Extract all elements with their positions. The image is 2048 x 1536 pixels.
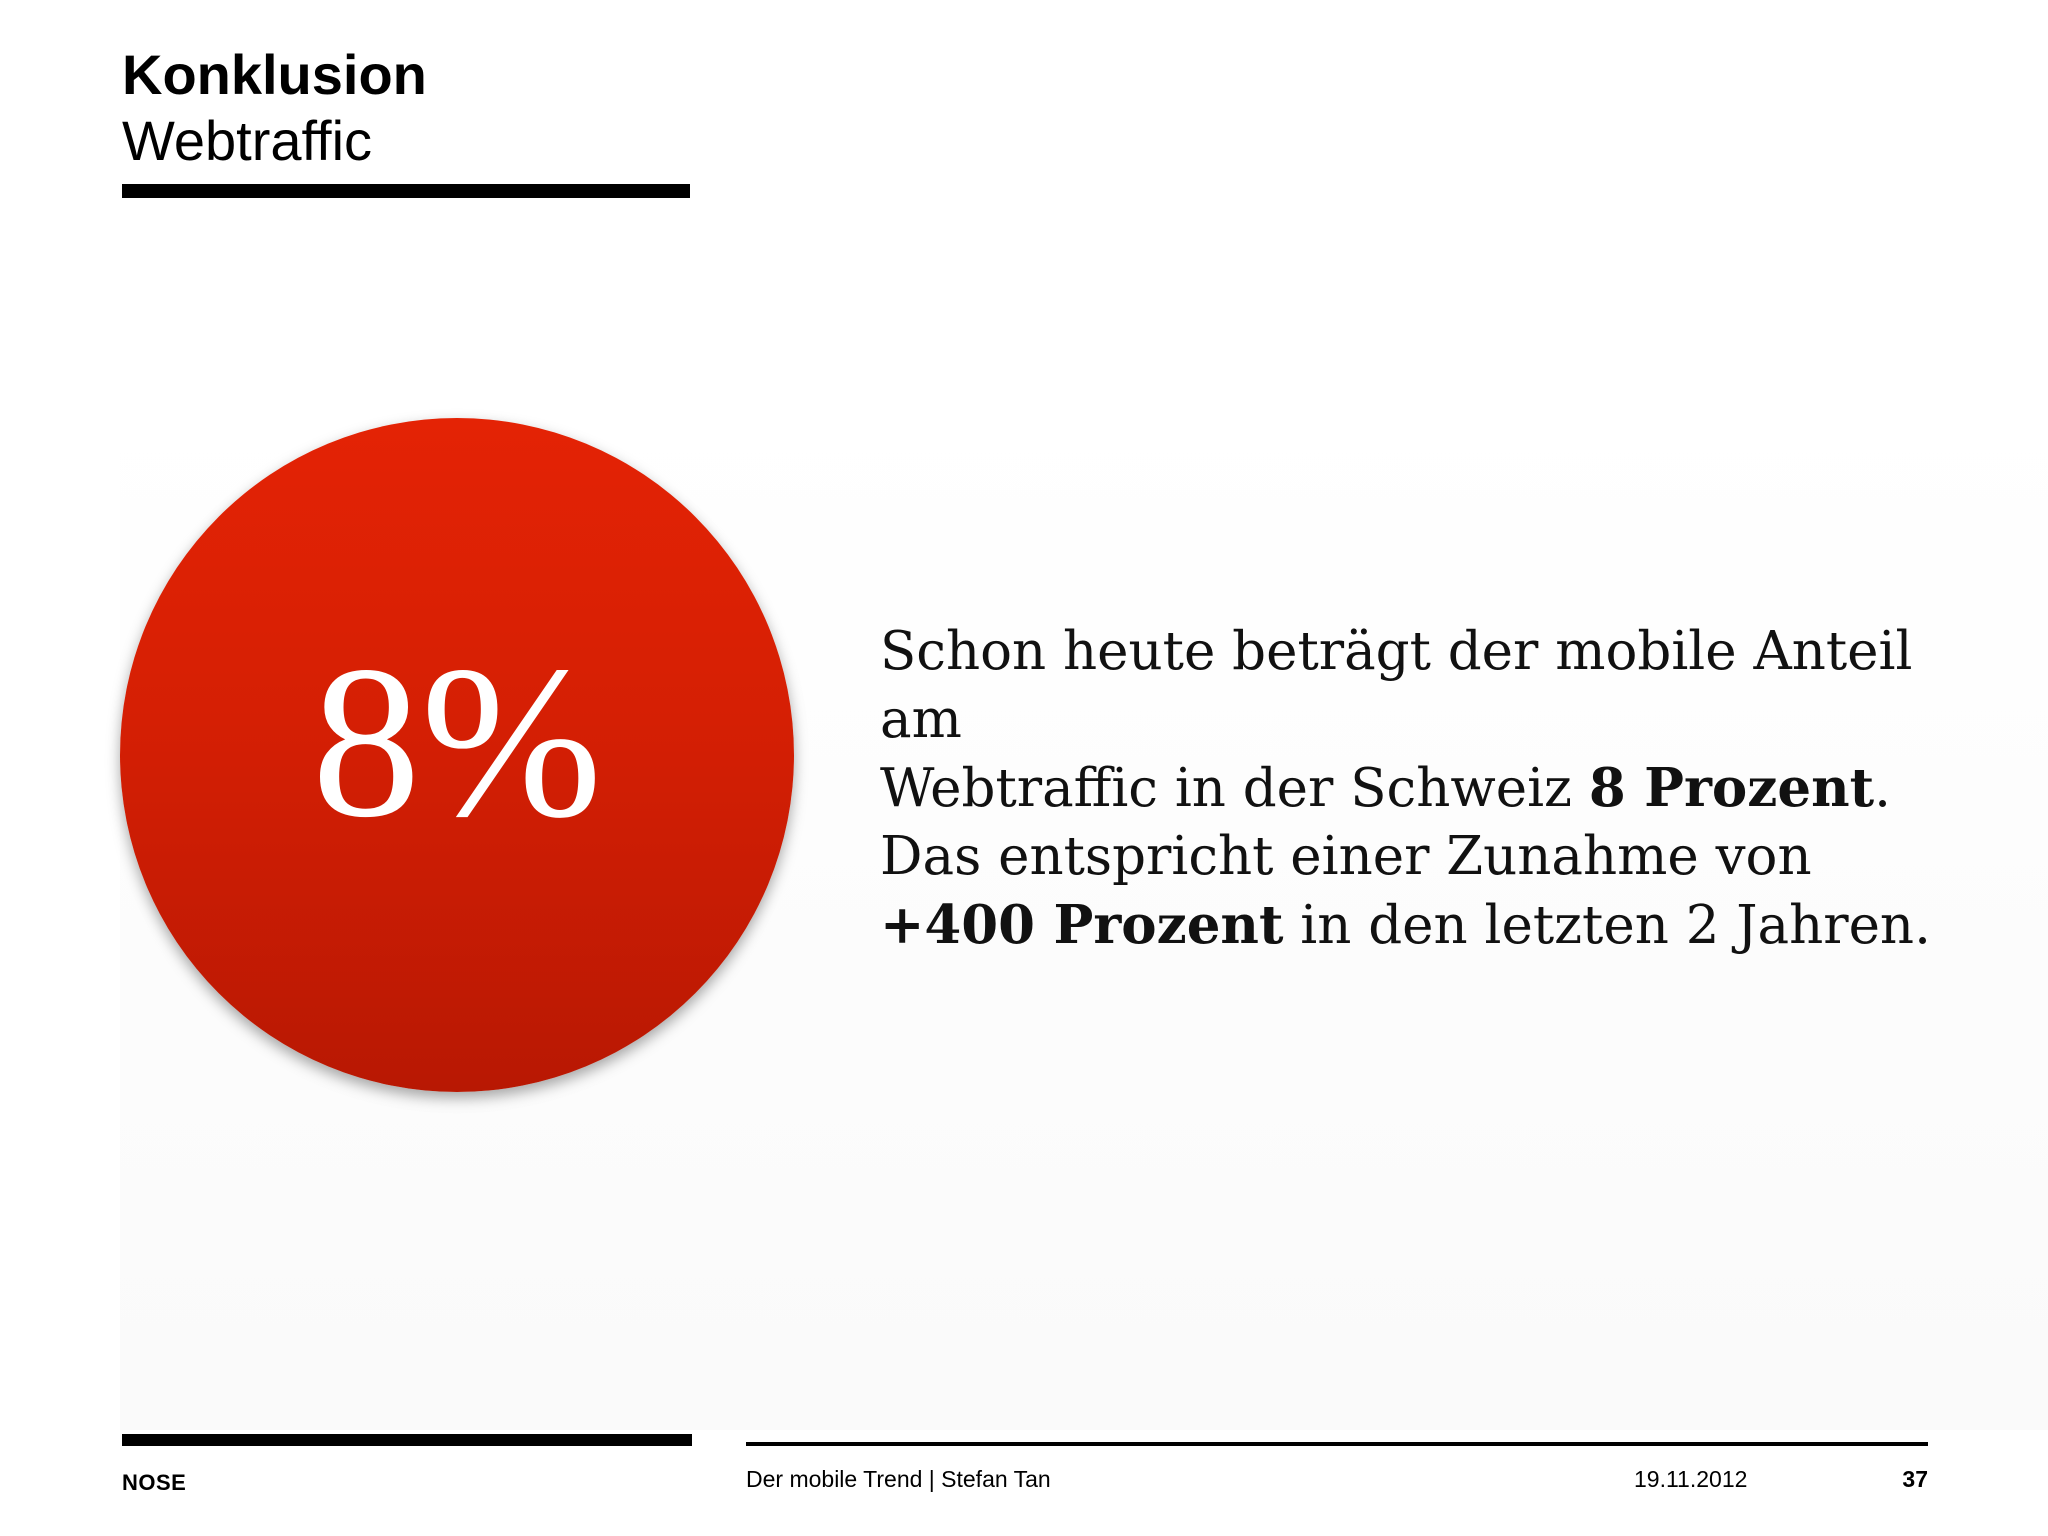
- statement-line-4: +400 Prozent in den letzten 2 Jahren.: [880, 891, 2000, 960]
- footer-divider-left: [122, 1434, 692, 1446]
- statement-text: in den letzten 2 Jahren.: [1283, 895, 1931, 956]
- statement-emphasis: 8 Prozent: [1588, 757, 1875, 819]
- statement-text: .: [1874, 758, 1891, 819]
- page-number: 37: [1902, 1466, 1928, 1492]
- footer-divider-right: [746, 1442, 1928, 1446]
- statement-text: Webtraffic in der Schweiz: [880, 758, 1589, 819]
- conclusion-statement: Schon heute beträgt der mobile Anteil am…: [880, 618, 2000, 960]
- footer-date: 19.11.2012: [1634, 1466, 1748, 1492]
- statement-line-1: Schon heute beträgt der mobile Anteil am: [880, 621, 1913, 750]
- slide-title: Konklusion: [122, 43, 427, 106]
- statement-line-2: Webtraffic in der Schweiz 8 Prozent.: [880, 754, 2000, 823]
- highlight-value: 8%: [311, 622, 603, 863]
- slide-subtitle: Webtraffic: [122, 109, 373, 172]
- highlight-circle: 8%: [120, 418, 794, 1092]
- footer-logo: NOSE: [122, 1470, 187, 1495]
- header-divider: [122, 184, 690, 198]
- statement-line-3: Das entspricht einer Zunahme von: [880, 826, 1812, 887]
- footer-presentation-title: Der mobile Trend | Stefan Tan: [746, 1466, 1051, 1492]
- statement-emphasis: +400 Prozent: [880, 894, 1284, 956]
